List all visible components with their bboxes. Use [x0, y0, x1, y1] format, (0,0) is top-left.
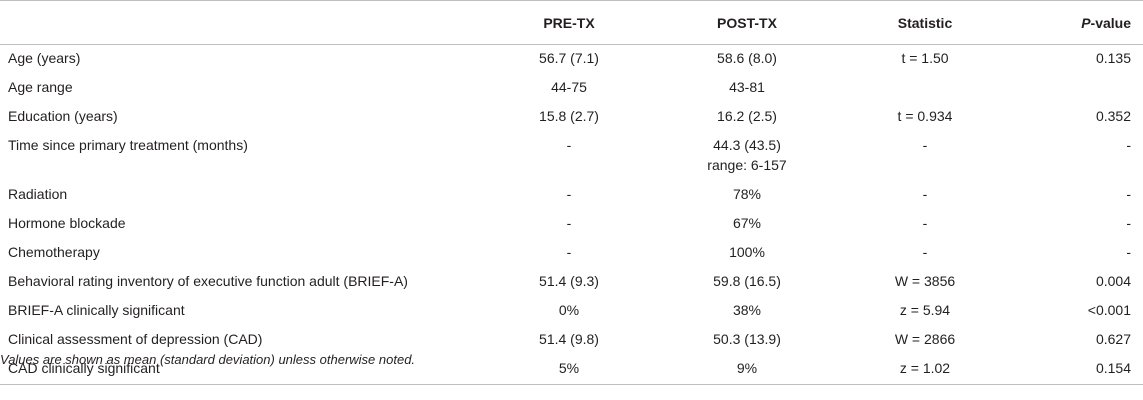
table-row: Age range 44-75 43-81: [0, 74, 1143, 103]
row-label: Education (years): [8, 108, 118, 124]
row-stat: z = 1.02: [836, 355, 1014, 385]
header-pre-tx: PRE-TX: [480, 0, 658, 45]
row-pre: 44-75: [551, 79, 587, 95]
table-row: Radiation - 78% - -: [0, 181, 1143, 210]
row-p: [1014, 74, 1143, 103]
row-post: 43-81: [729, 79, 765, 95]
row-stat: t = 0.934: [897, 108, 953, 124]
row-p: -: [1126, 186, 1131, 202]
row-pre: -: [566, 137, 572, 153]
row-post: 16.2 (2.5): [717, 108, 777, 124]
header-p-letter: P: [1081, 14, 1091, 31]
row-pre: 56.7 (7.1): [539, 50, 599, 66]
row-post: 59.8 (16.5): [713, 273, 781, 289]
row-pre: 51.4 (9.8): [539, 331, 599, 347]
table-row: Clinical assessment of depression (CAD) …: [0, 326, 1143, 355]
row-post: 100%: [729, 244, 765, 260]
table-row: Time since primary treatment (months) - …: [0, 132, 1143, 181]
row-post: 44.3 (43.5) range: 6-157: [658, 132, 836, 181]
row-p: -: [1126, 215, 1131, 231]
row-p: 0.352: [1095, 108, 1131, 124]
row-label: Radiation: [8, 186, 68, 202]
row-stat: -: [922, 186, 928, 202]
row-pre: -: [566, 244, 572, 260]
row-label: Time since primary treatment (months): [8, 137, 248, 153]
row-post: 78%: [732, 186, 762, 202]
row-label: Age range: [8, 79, 73, 95]
table-body: Age (years) 56.7 (7.1) 58.6 (8.0) t = 1.…: [0, 45, 1143, 385]
row-stat: W = 2866: [894, 331, 956, 347]
row-post: 38%: [732, 302, 762, 318]
table-row: Behavioral rating inventory of executive…: [0, 268, 1143, 297]
row-stat: -: [922, 215, 928, 231]
row-stat: -: [922, 244, 928, 260]
row-pre: -: [566, 215, 572, 231]
data-table: PRE-TX POST-TX Statistic P-value Age (ye…: [0, 0, 1143, 385]
row-stat: z = 5.94: [899, 302, 951, 318]
row-label: BRIEF-A clinically significant: [8, 302, 185, 318]
row-label: Age (years): [8, 50, 81, 66]
row-p: -: [1126, 244, 1131, 260]
header-p-value: P-value: [1014, 0, 1143, 45]
row-post-line1: 44.3 (43.5): [713, 137, 781, 153]
header-post-tx: POST-TX: [658, 0, 836, 45]
table-row: BRIEF-A clinically significant 0% 38% z …: [0, 297, 1143, 326]
row-label: Chemotherapy: [8, 244, 100, 260]
row-post: 58.6 (8.0): [717, 50, 777, 66]
row-post: 50.3 (13.9): [713, 331, 781, 347]
row-stat: W = 3856: [894, 273, 956, 289]
row-p: 0.135: [1095, 50, 1131, 66]
row-pre: -: [566, 186, 572, 202]
header-label: [0, 0, 480, 45]
row-label: CAD clinically significant: [0, 355, 480, 385]
table-footnote: Values are shown as mean (standard devia…: [0, 352, 416, 367]
row-pre: 0%: [558, 302, 580, 318]
row-pre: 51.4 (9.3): [539, 273, 599, 289]
row-stat: t = 1.50: [901, 50, 949, 66]
table-row: Age (years) 56.7 (7.1) 58.6 (8.0) t = 1.…: [0, 45, 1143, 75]
header-statistic: Statistic: [836, 0, 1014, 45]
row-post: 9%: [658, 355, 836, 385]
row-p: 0.154: [1014, 355, 1143, 385]
row-stat: -: [922, 137, 928, 153]
row-label: Hormone blockade: [8, 215, 126, 231]
table-header: PRE-TX POST-TX Statistic P-value: [0, 0, 1143, 45]
row-p: 0.004: [1095, 273, 1131, 289]
header-p-suffix: -value: [1090, 14, 1131, 31]
table-row: Chemotherapy - 100% - -: [0, 239, 1143, 268]
row-label: Behavioral rating inventory of executive…: [8, 273, 408, 289]
row-post-line2: range: 6-157: [707, 157, 787, 173]
row-stat: [836, 74, 1014, 103]
row-post: 67%: [732, 215, 762, 231]
row-p: 0.627: [1095, 331, 1131, 347]
row-pre: 15.8 (2.7): [539, 108, 599, 124]
row-p: -: [1126, 137, 1131, 153]
row-pre: 5%: [480, 355, 658, 385]
table-row: Hormone blockade - 67% - -: [0, 210, 1143, 239]
row-p: <0.001: [1087, 302, 1131, 318]
table-row: CAD clinically significant 5% 9% z = 1.0…: [0, 355, 1143, 385]
row-label: Clinical assessment of depression (CAD): [8, 331, 263, 347]
table-row: Education (years) 15.8 (2.7) 16.2 (2.5) …: [0, 103, 1143, 132]
header-row: PRE-TX POST-TX Statistic P-value: [0, 0, 1143, 45]
